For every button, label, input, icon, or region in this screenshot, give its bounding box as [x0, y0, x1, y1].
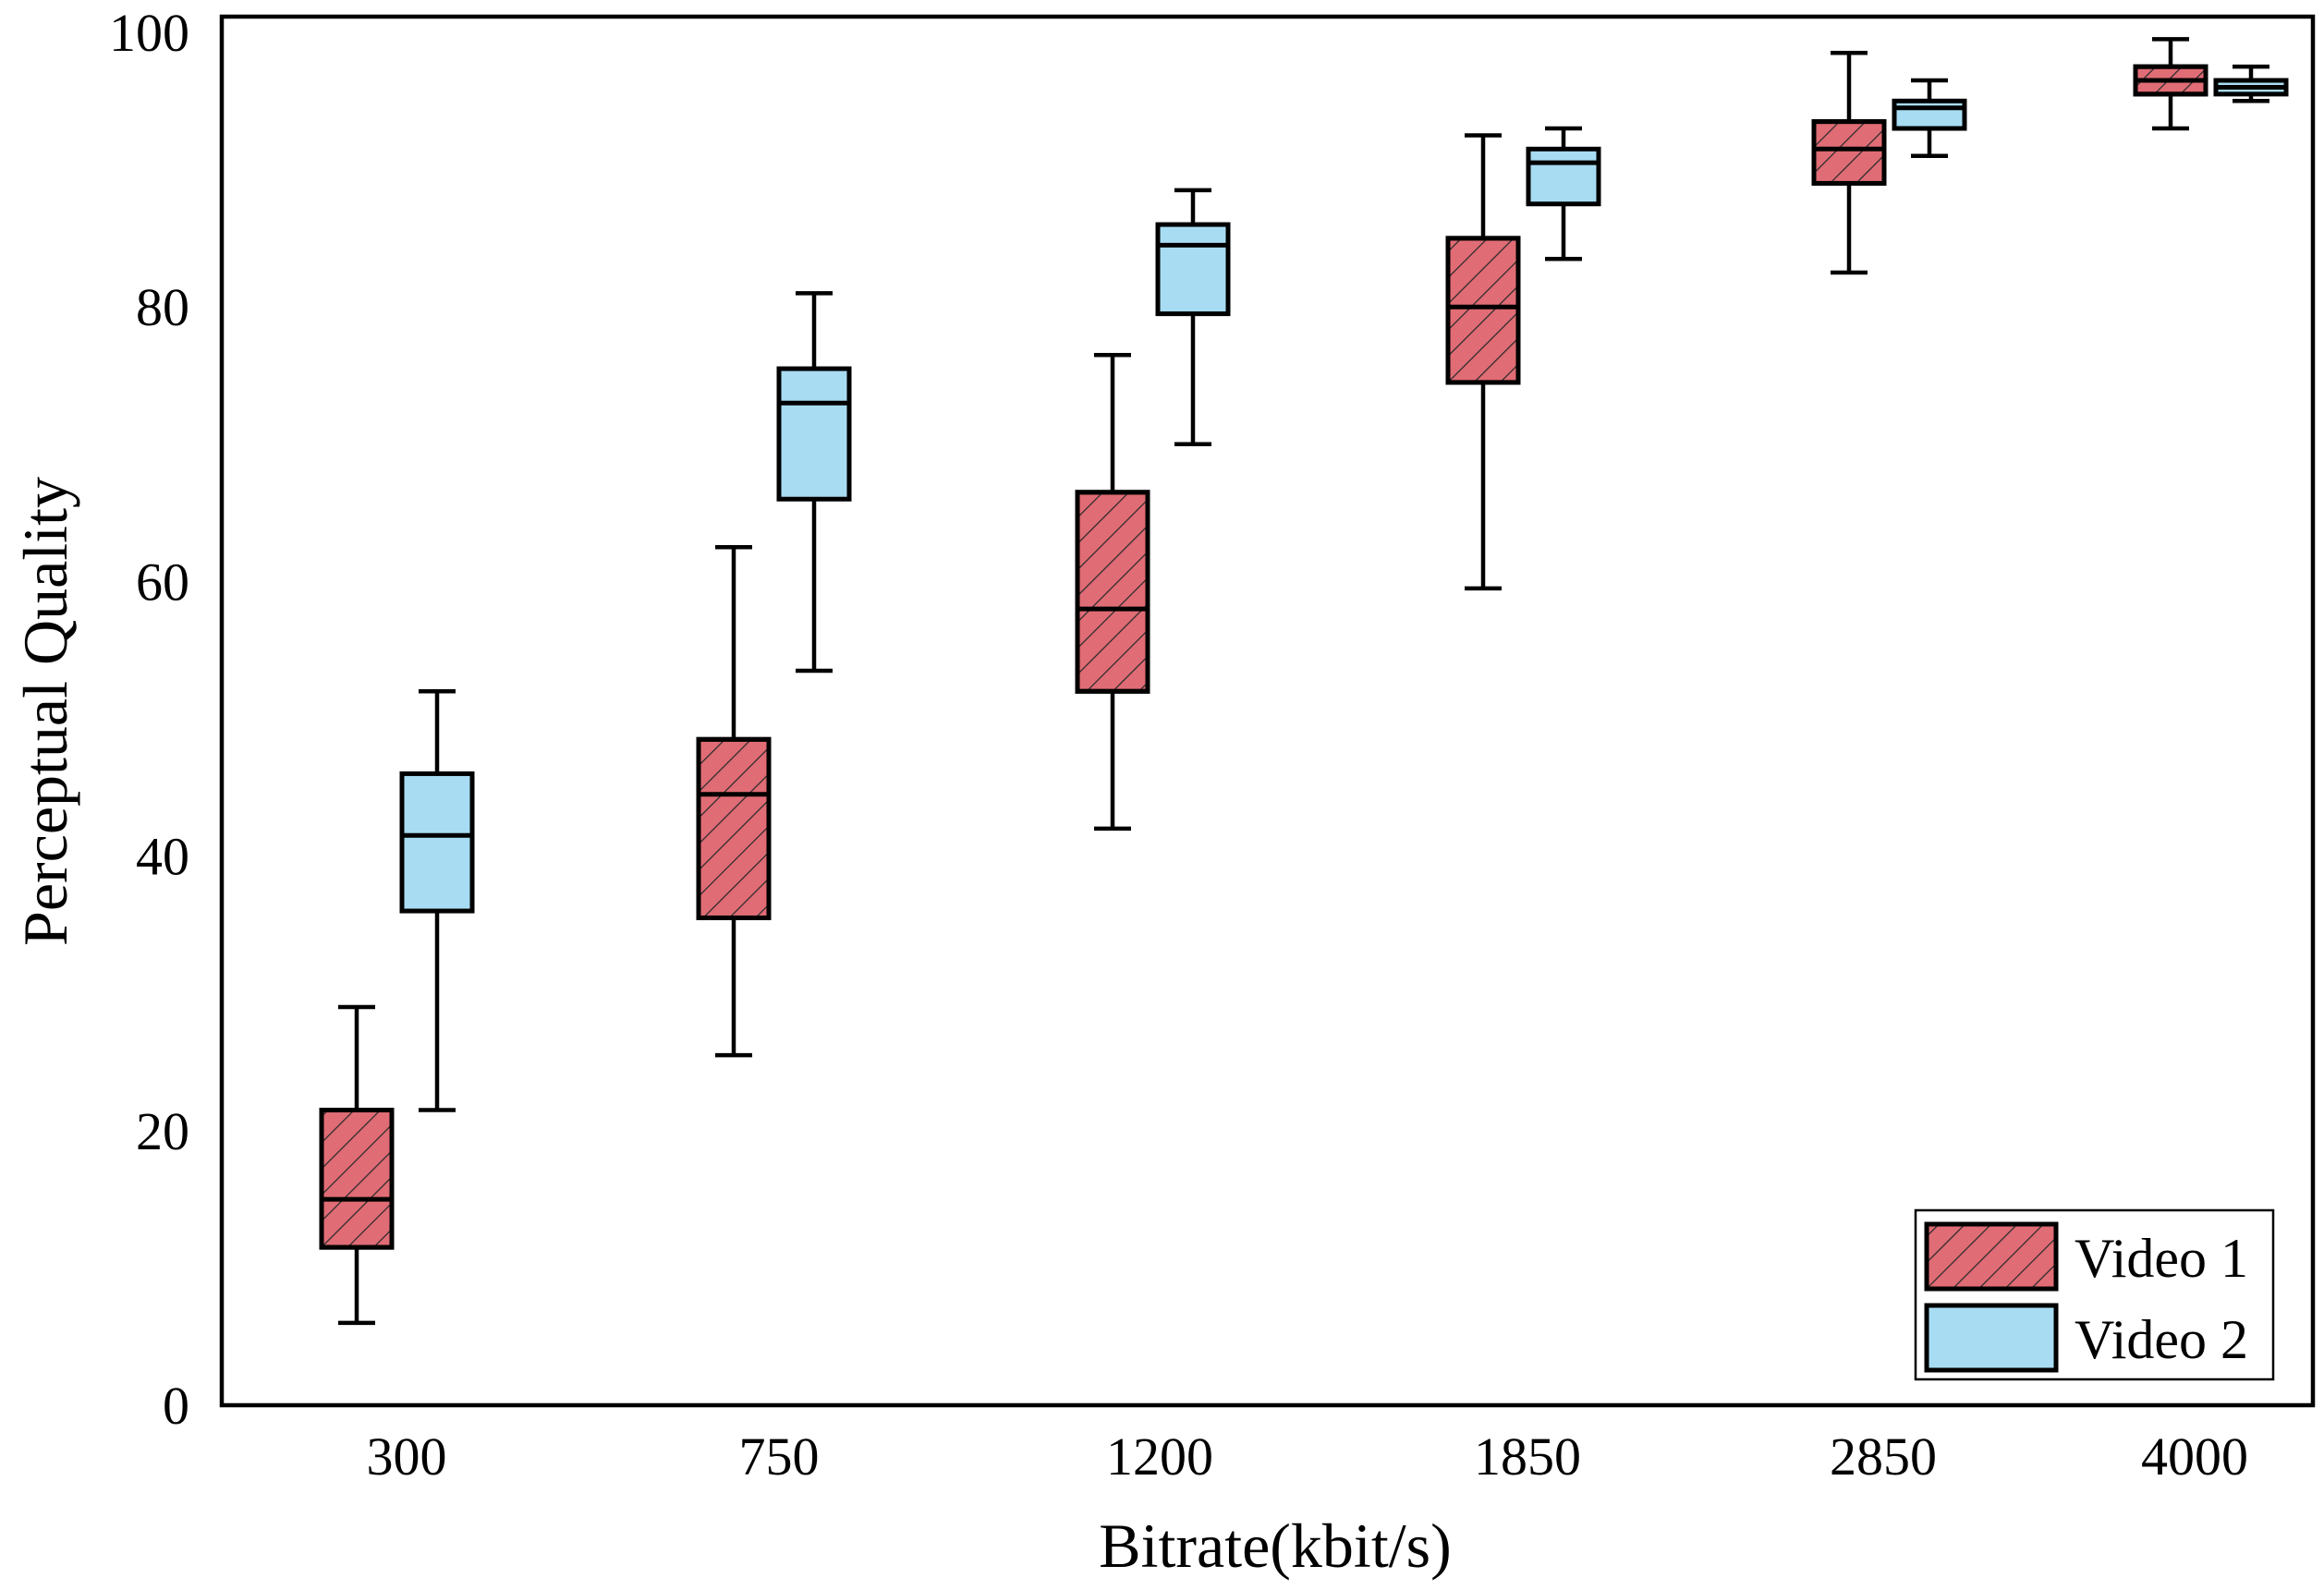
box-video-1-1850 [1445, 133, 1521, 591]
x-tick-label-300: 300 [367, 1426, 447, 1487]
box-video-2-4000 [2213, 64, 2289, 103]
box-video-2-2850 [1892, 78, 1967, 158]
box-hatch [1445, 236, 1521, 385]
x-tick-label-2850: 2850 [1830, 1426, 1937, 1487]
box-video-2-1200 [1155, 188, 1231, 447]
box-video-1-750 [696, 545, 772, 1058]
plot-frame [219, 14, 2316, 1408]
box-video-2-300 [399, 689, 475, 1112]
box-body [776, 366, 852, 502]
legend: Video 1 Video 2 [1914, 1208, 2275, 1381]
y-tick-label-20: 20 [136, 1101, 189, 1161]
box-video-1-1200 [1075, 352, 1150, 831]
legend-label-video-2: Video 2 [2075, 1309, 2248, 1370]
y-tick-label-100: 100 [109, 3, 189, 63]
legend-swatch-video-1-hatch [1924, 1221, 2059, 1292]
y-tick-label-80: 80 [136, 277, 189, 337]
y-tick-label-0: 0 [163, 1376, 189, 1436]
y-axis-title: Perceptual Quality [10, 477, 80, 946]
legend-swatch-video-2 [1924, 1303, 2059, 1373]
x-axis-title: Bitrate(kbit/s) [1099, 1511, 1451, 1581]
box-video-2-1850 [1526, 126, 1601, 261]
box-video-1-4000 [2133, 37, 2208, 131]
y-tick-label-60: 60 [136, 552, 189, 612]
box-body [1526, 146, 1601, 207]
box-body [399, 771, 475, 914]
box-video-1-2850 [1811, 51, 1887, 275]
y-tick-label-40: 40 [136, 827, 189, 887]
legend-label-video-1: Video 1 [2075, 1228, 2248, 1289]
box-plot-area [319, 37, 2289, 1326]
box-body [1155, 222, 1231, 317]
x-tick-label-750: 750 [739, 1426, 820, 1487]
box-hatch [319, 1108, 395, 1250]
box-video-1-300 [319, 1004, 395, 1326]
box-hatch [696, 736, 772, 920]
x-tick-label-4000: 4000 [2141, 1426, 2248, 1487]
x-tick-label-1200: 1200 [1106, 1426, 1213, 1487]
box-hatch [1811, 119, 1887, 186]
axis-ticks: 0 20 40 60 80 100 300 750 1200 1850 2850 4000 [109, 3, 2248, 1487]
box-video-2-750 [776, 291, 852, 674]
box-body [1892, 98, 1967, 131]
box-hatch [1075, 490, 1150, 694]
x-tick-label-1850: 1850 [1474, 1426, 1581, 1487]
